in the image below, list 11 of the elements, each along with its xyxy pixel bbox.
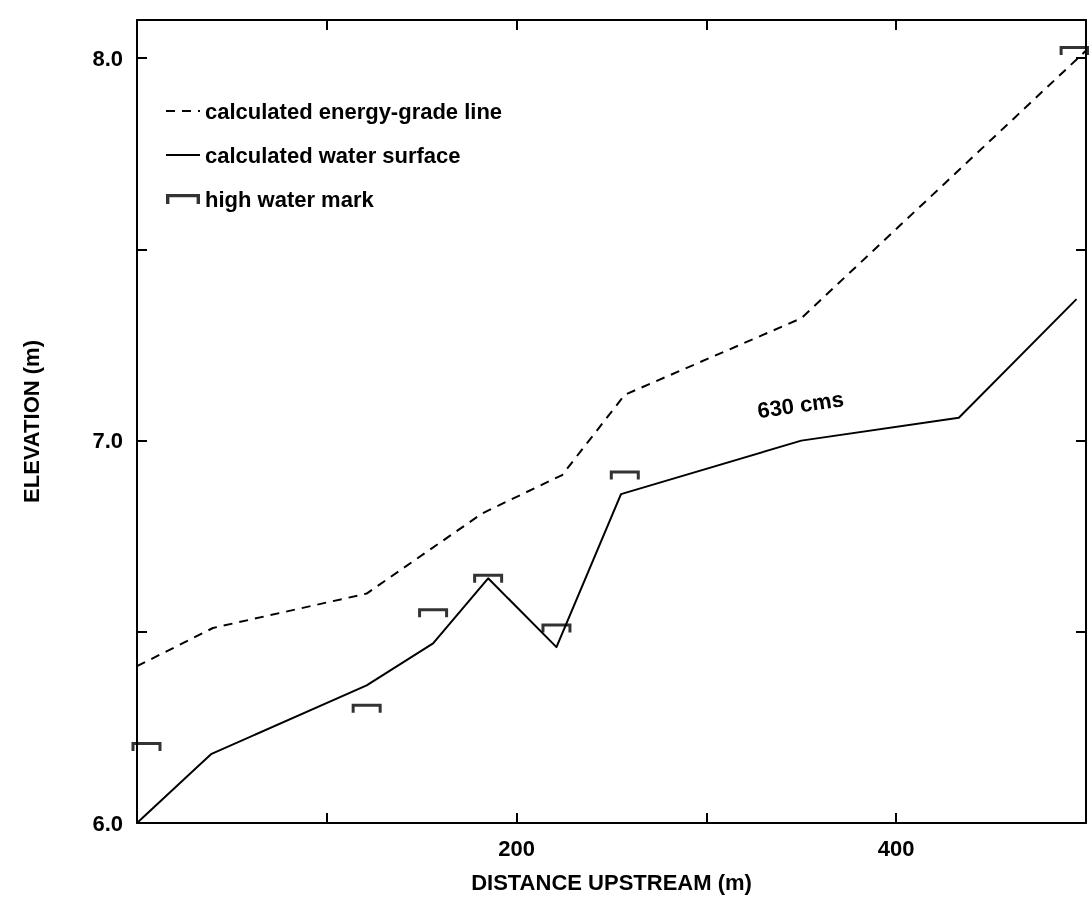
x-tick-label: 200: [498, 835, 535, 861]
legend-label: high water mark: [205, 186, 375, 212]
x-tick-label: 400: [877, 835, 915, 861]
y-tick-label: 6.0: [92, 810, 123, 836]
legend-label: calculated water surface: [205, 142, 461, 168]
y-tick-label: 7.0: [92, 428, 123, 454]
x-axis-title: DISTANCE UPSTREAM (m): [471, 869, 752, 895]
legend-label: calculated energy-grade line: [205, 98, 503, 124]
y-tick-label: 8.0: [92, 45, 123, 71]
y-axis-title: ELEVATION (m): [18, 340, 44, 503]
annotation: 630 cms: [755, 386, 846, 424]
